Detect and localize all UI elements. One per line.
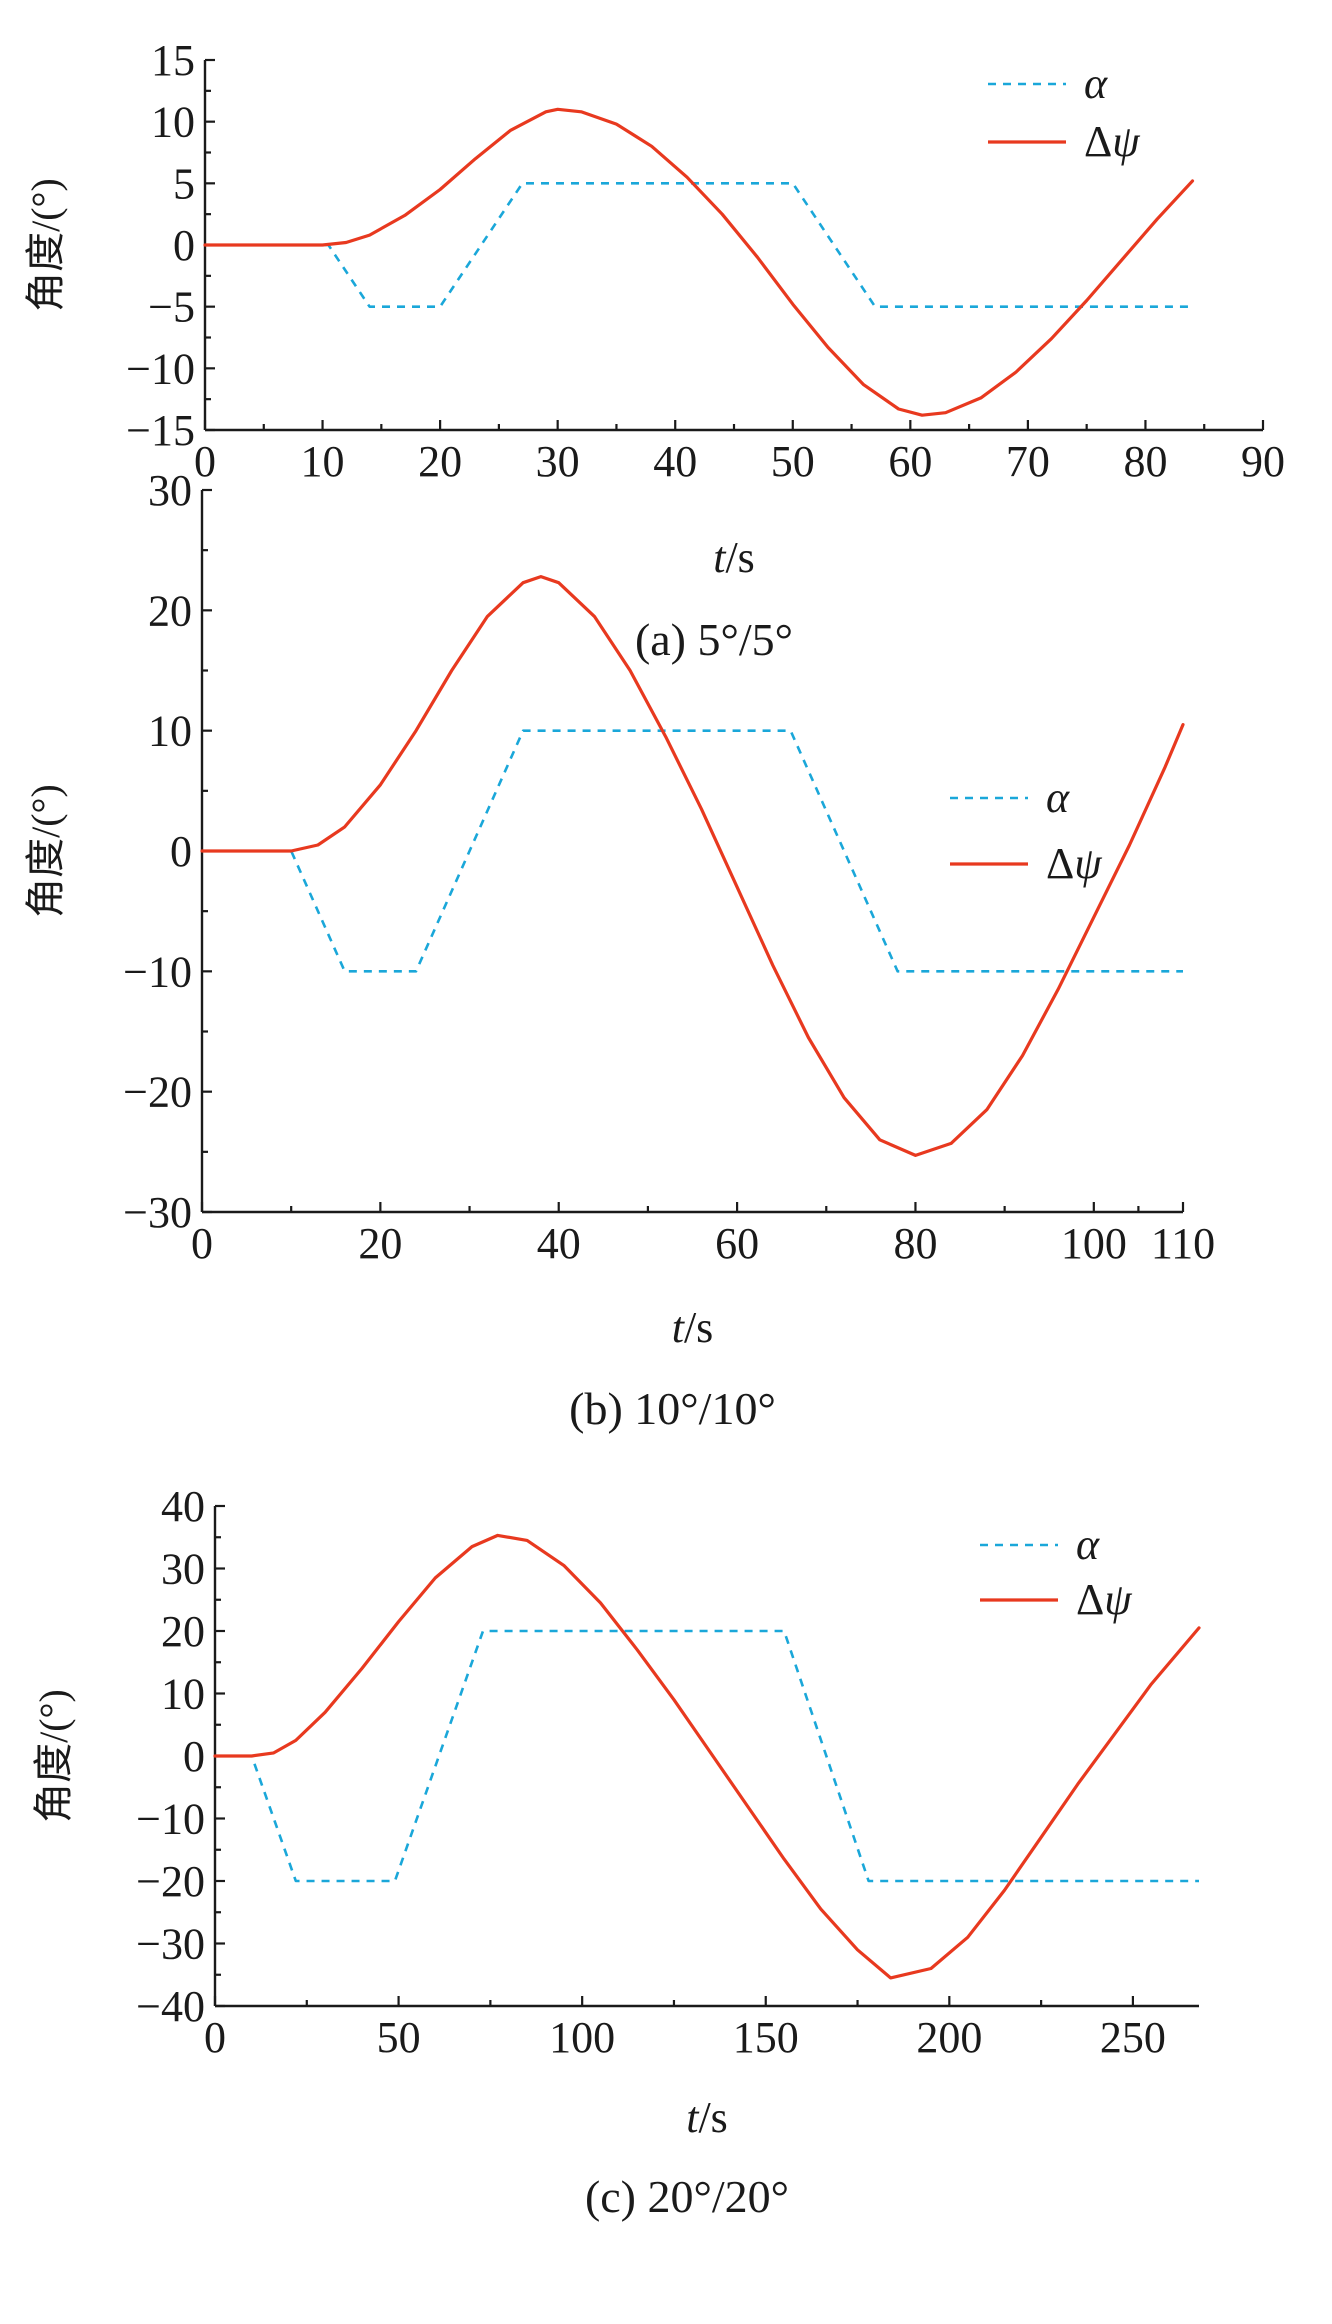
legend-label-delta: Δ (1046, 839, 1074, 888)
y-tick-label: −10 (126, 344, 195, 393)
y-axis-label: 角度/(°) (23, 784, 68, 918)
panel-caption: (c) 20°/20° (585, 2171, 789, 2222)
y-tick-label: 15 (151, 36, 195, 85)
x-axis-label-unit: /s (725, 533, 754, 582)
chart-panel-b: 0 20 40 60 80 100 1103020100−10−20−30角度/(°)t/s… (23, 466, 1215, 1434)
y-tick-label: −5 (148, 283, 195, 332)
y-tick-label: −10 (123, 947, 192, 996)
series-delta-psi-line (213, 1533, 1201, 1980)
x-tick-label: 110 (1151, 1219, 1215, 1268)
x-tick-label: 0 (194, 437, 216, 486)
y-axis-label: 角度/(°) (31, 1689, 76, 1823)
x-tick-label: 150 (733, 2013, 799, 2062)
y-tick-label: 30 (148, 466, 192, 515)
y-tick-label: −30 (123, 1188, 192, 1237)
legend-label: Δψ (1084, 117, 1140, 166)
x-tick-label: 30 (536, 437, 580, 486)
x-tick-label: 0 (191, 1219, 213, 1268)
y-tick-label: 20 (148, 586, 192, 635)
y-tick-label: 40 (161, 1482, 205, 1531)
y-tick-label: 5 (173, 159, 195, 208)
y-tick-label: −20 (123, 1068, 192, 1117)
x-axis-label-var: t (686, 2093, 700, 2142)
x-tick-label: 50 (771, 437, 815, 486)
x-axis-label-unit: /s (698, 2093, 727, 2142)
panel-caption: (b) 10°/10° (569, 1383, 776, 1434)
chart-panel-a: 0 10 20 30 40 50 60 70 80 90151050−5−10−15角度/(°)t… (23, 36, 1285, 665)
y-tick-label: 30 (161, 1545, 205, 1594)
legend-label-psi: ψ (1104, 1575, 1132, 1624)
x-tick-label: 50 (377, 2013, 421, 2062)
legend-label-delta: Δ (1076, 1575, 1104, 1624)
y-tick-label: 10 (161, 1670, 205, 1719)
x-tick-label: 100 (1061, 1219, 1127, 1268)
x-tick-label: 100 (549, 2013, 615, 2062)
panel-caption: (a) 5°/5° (635, 614, 793, 665)
y-axis-label: 角度/(°) (23, 178, 68, 312)
x-axis-label: t/s (672, 1303, 714, 1352)
x-tick-label: 90 (1241, 437, 1285, 486)
x-tick-label: 70 (1006, 437, 1050, 486)
x-tick-label: 80 (893, 1219, 937, 1268)
legend-label: α (1046, 773, 1070, 822)
legend-label: Δψ (1046, 839, 1102, 888)
series-delta-psi-line (200, 574, 1185, 1158)
legend-label-psi: ψ (1112, 117, 1140, 166)
y-tick-label: −20 (136, 1857, 205, 1906)
y-tick-label: −15 (126, 406, 195, 455)
x-tick-label: 10 (301, 437, 345, 486)
legend-label: α (1076, 1520, 1100, 1569)
legend-label: Δψ (1076, 1575, 1132, 1624)
x-axis-label-var: t (672, 1303, 686, 1352)
series-delta-psi-line (203, 107, 1195, 417)
y-tick-label: −30 (136, 1920, 205, 1969)
y-tick-label: 10 (148, 707, 192, 756)
chart-panel-c: 0 50 100 150 200 250403020100−10−20−30−40角度/(… (31, 1482, 1201, 2222)
x-tick-label: 20 (358, 1219, 402, 1268)
y-tick-label: 20 (161, 1607, 205, 1656)
x-tick-label: 200 (916, 2013, 982, 2062)
x-axis-label-var: t (713, 533, 727, 582)
y-tick-label: −40 (136, 1982, 205, 2031)
x-tick-label: 80 (1123, 437, 1167, 486)
x-axis-label: t/s (713, 533, 755, 582)
x-tick-label: 40 (537, 1219, 581, 1268)
x-tick-label: 0 (204, 2013, 226, 2062)
series-alpha-line (205, 182, 1193, 309)
legend-label-delta: Δ (1084, 117, 1112, 166)
x-tick-label: 60 (888, 437, 932, 486)
y-tick-label: 0 (173, 221, 195, 270)
x-tick-label: 40 (653, 437, 697, 486)
x-tick-label: 250 (1100, 2013, 1166, 2062)
y-tick-label: 0 (170, 827, 192, 876)
x-tick-label: 60 (715, 1219, 759, 1268)
y-tick-label: 10 (151, 98, 195, 147)
y-tick-label: 0 (183, 1732, 205, 1781)
series-alpha-line (215, 1629, 1199, 1883)
legend-label: α (1084, 59, 1108, 108)
x-axis-label-unit: /s (684, 1303, 713, 1352)
series-alpha-line (202, 729, 1183, 973)
y-tick-label: −10 (136, 1795, 205, 1844)
x-axis-label: t/s (686, 2093, 728, 2142)
legend-label-psi: ψ (1074, 839, 1102, 888)
x-tick-label: 20 (418, 437, 462, 486)
